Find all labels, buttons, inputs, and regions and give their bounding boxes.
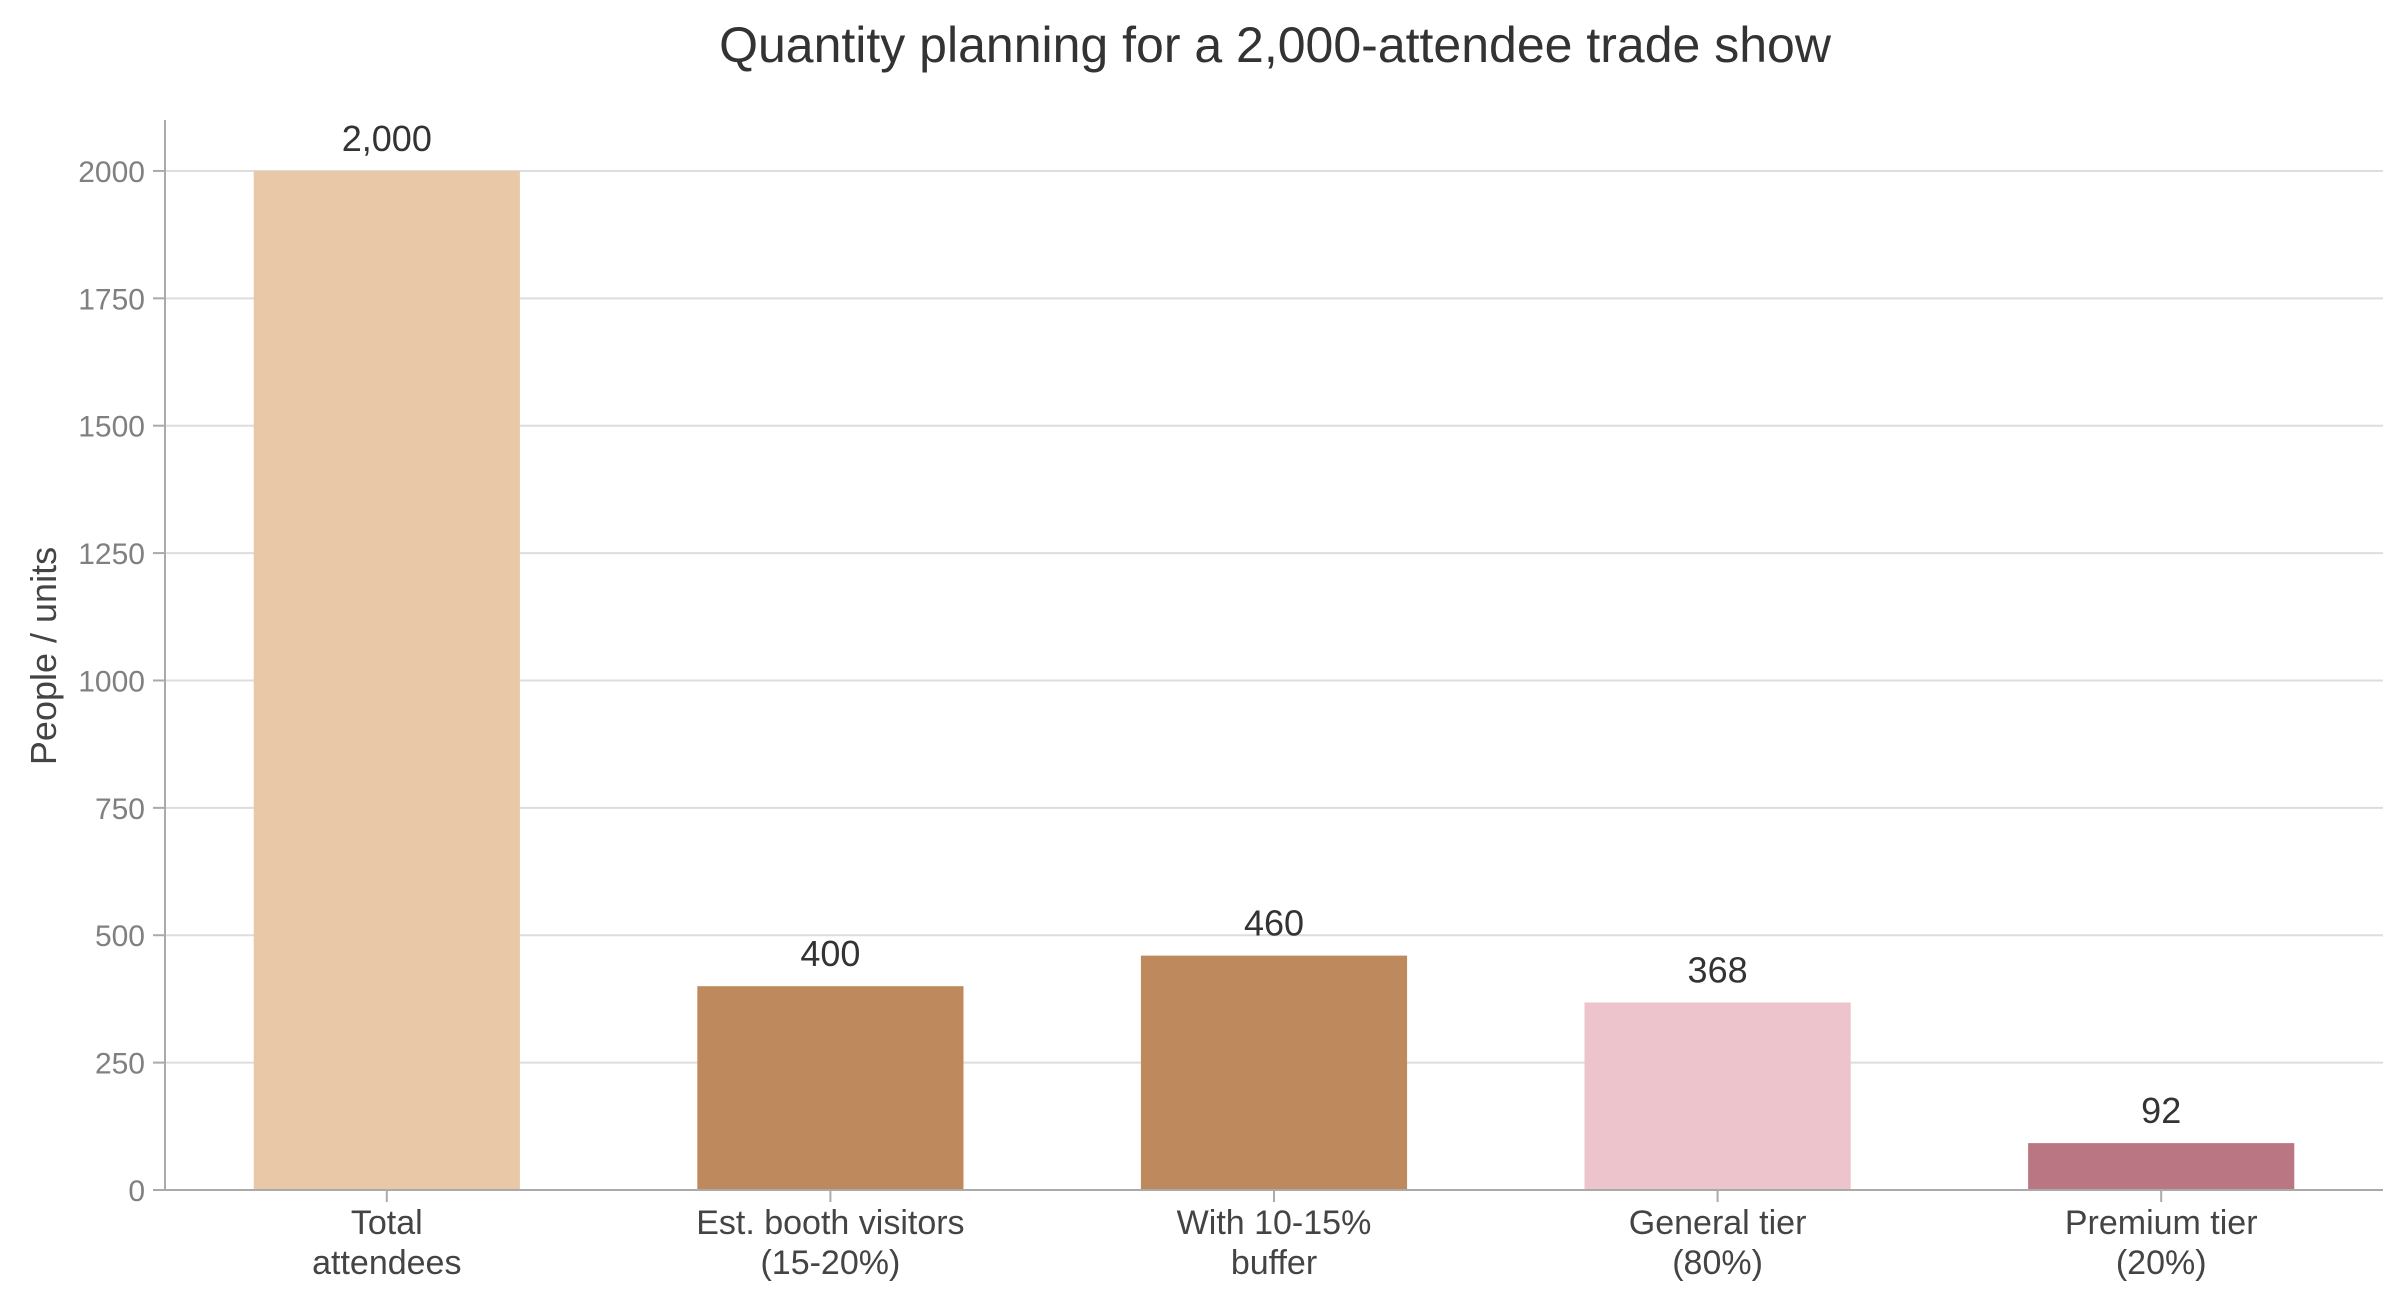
grid-lines: [165, 169, 2383, 1064]
y-tick-label: 1000: [78, 665, 145, 698]
y-tick-label: 750: [95, 793, 145, 826]
x-tick-label: attendees: [312, 1244, 461, 1282]
data-label: 460: [1244, 903, 1304, 944]
y-axis-label: People / units: [23, 547, 64, 765]
bar: [253, 170, 520, 1190]
y-tick-label: 250: [95, 1048, 145, 1081]
y-tick-label: 1250: [78, 538, 145, 571]
y-tick-label: 0: [128, 1175, 145, 1208]
labels: 0 250 500 750 1000 1250 1500 1750 2000 2,000 Total…: [78, 118, 2257, 1282]
bar: [1584, 1002, 1851, 1190]
x-tick-label: Premium tier: [2065, 1204, 2258, 1242]
chart-title: Quantity planning for a 2,000-attendee t…: [719, 17, 1832, 73]
data-label: 368: [1688, 949, 1748, 990]
x-tick-label: (80%): [1672, 1244, 1763, 1282]
bars: [253, 170, 2295, 1190]
x-tick-label: Total: [351, 1204, 423, 1242]
x-tick-label: With 10-15%: [1177, 1204, 1372, 1242]
data-label: 400: [800, 933, 860, 974]
y-tick-label: 500: [95, 920, 145, 953]
y-tick-label: 1750: [78, 283, 145, 316]
x-tick-label: buffer: [1231, 1244, 1317, 1282]
data-label: 2,000: [342, 118, 432, 159]
x-tick-label: (20%): [2116, 1244, 2207, 1282]
data-label: 92: [2141, 1090, 2181, 1131]
y-tick-label: 2000: [78, 156, 145, 189]
axes: [153, 120, 2383, 1202]
x-tick-label: (15-20%): [760, 1244, 900, 1282]
bar: [2028, 1143, 2295, 1190]
bar: [697, 986, 964, 1190]
x-tick-label: Est. booth visitors: [696, 1204, 964, 1242]
x-tick-label: General tier: [1629, 1204, 1807, 1242]
bar: [1140, 955, 1408, 1190]
y-tick-label: 1500: [78, 411, 145, 444]
